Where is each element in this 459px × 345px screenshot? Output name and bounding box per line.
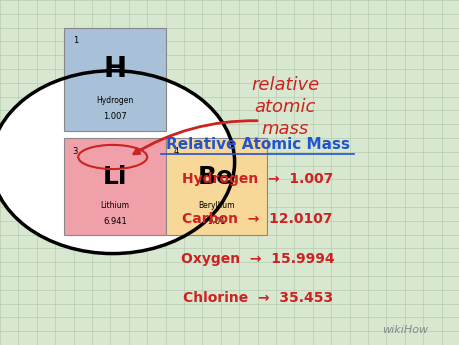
Text: wikiHow: wikiHow: [381, 325, 427, 335]
Text: 3: 3: [73, 147, 78, 156]
Text: Oxygen  →  15.9994: Oxygen → 15.9994: [180, 252, 334, 266]
Circle shape: [0, 71, 234, 254]
Text: 6.941: 6.941: [103, 217, 127, 226]
Text: Li: Li: [102, 165, 127, 189]
Text: 1.007: 1.007: [103, 112, 127, 121]
FancyBboxPatch shape: [64, 138, 165, 235]
Text: 4: 4: [174, 147, 179, 156]
Text: Chlorine  →  35.453: Chlorine → 35.453: [182, 292, 332, 305]
Text: Be: Be: [198, 165, 234, 189]
Text: 1: 1: [73, 36, 78, 45]
FancyBboxPatch shape: [64, 28, 165, 131]
Text: Carbon  →  12.0107: Carbon → 12.0107: [182, 212, 332, 226]
Text: H: H: [103, 55, 126, 83]
Text: Relative Atomic Mass: Relative Atomic Mass: [165, 137, 349, 152]
Text: Beryllium: Beryllium: [197, 201, 234, 210]
Text: Hydrogen  →  1.007: Hydrogen → 1.007: [182, 172, 332, 186]
Text: Hydrogen: Hydrogen: [96, 96, 133, 105]
Text: 9.01: 9.01: [207, 217, 225, 226]
Text: relative
atomic
mass: relative atomic mass: [251, 76, 319, 138]
FancyBboxPatch shape: [165, 138, 266, 235]
Text: Lithium: Lithium: [100, 201, 129, 210]
